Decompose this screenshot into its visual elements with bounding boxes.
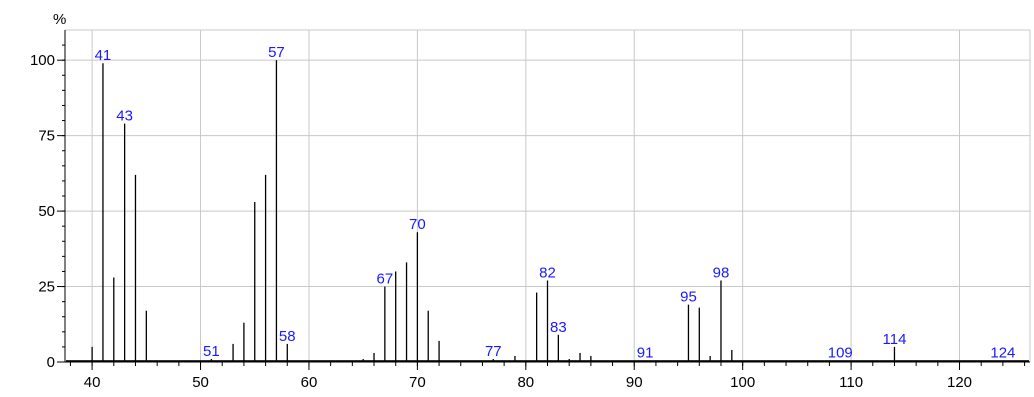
peak-label: 83 [550,319,567,336]
x-tick-label: 120 [947,374,972,391]
peak-label: 67 [377,271,394,288]
x-tick-label: 90 [626,374,643,391]
peak-label: 51 [203,343,220,360]
peak-label: 43 [116,108,133,125]
peak-label: 77 [485,343,502,360]
peak-label: 114 [883,331,907,348]
peak-label: 57 [268,44,285,61]
y-tick-label: 75 [38,128,55,145]
x-tick-label: 60 [301,374,318,391]
peak-label: 95 [680,289,697,306]
peak-labels: 41 43 51 57 58 67 70 77 82 83 91 95 98 109 114 124 [95,44,1016,361]
y-tick-label: 100 [30,52,55,69]
peak-label: 91 [637,344,654,361]
peak-label: 109 [828,344,853,361]
y-tick-label: 0 [47,354,55,371]
peak-label: 124 [990,344,1015,361]
y-tick-label: 50 [38,203,55,220]
axis-ticks: 40 50 60 70 80 90 100 110 120 0 25 50 75 100 [30,44,1026,391]
peak-label: 58 [279,328,296,345]
x-tick-label: 110 [839,374,863,391]
peak-label: 82 [539,265,556,282]
y-tick-label: 25 [38,279,55,296]
peak-label: 41 [95,47,112,64]
peak-bars [66,60,1029,362]
peak-label: 98 [713,265,730,282]
x-tick-label: 40 [84,374,101,391]
y-axis-unit-label: % [53,11,66,28]
x-tick-label: 100 [730,374,755,391]
peak-label: 70 [409,216,426,233]
x-tick-label: 50 [192,374,209,391]
x-tick-label: 80 [517,374,534,391]
x-tick-label: 70 [409,374,426,391]
